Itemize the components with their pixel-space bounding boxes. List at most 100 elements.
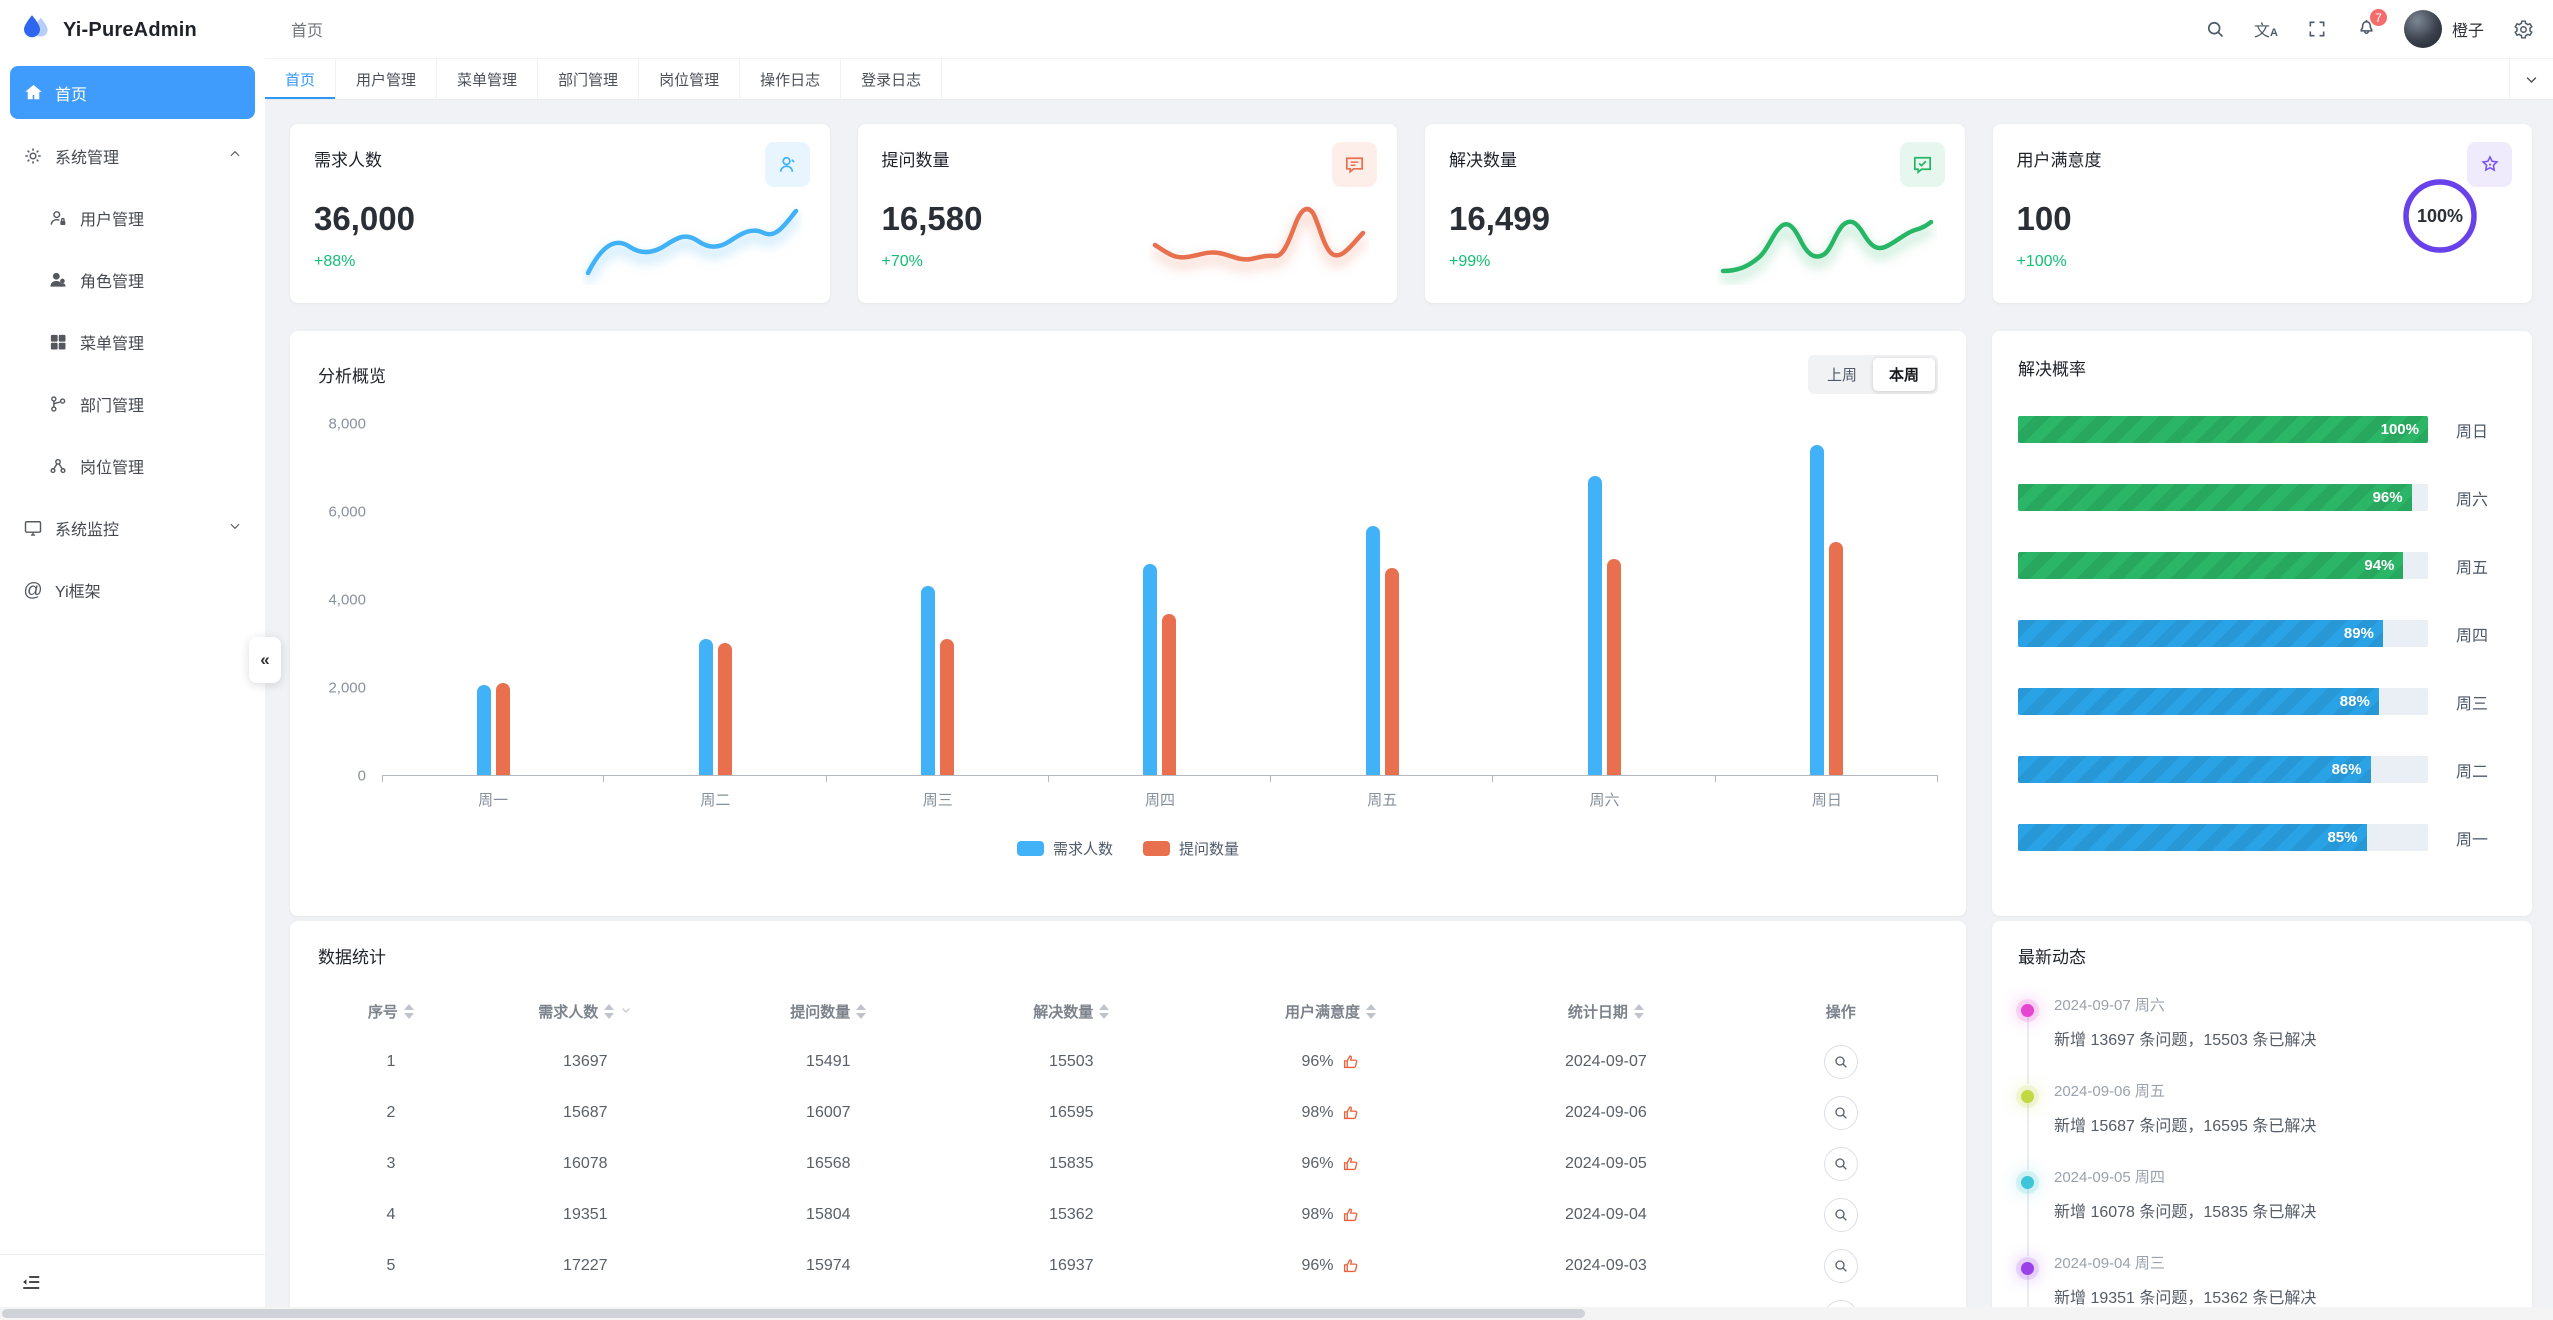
sort-carets-icon[interactable] <box>403 1003 414 1019</box>
table-row: 1 13697 15491 15503 96% 2024-09-07 <box>318 1036 1938 1087</box>
tab-3[interactable]: 菜单管理 <box>437 59 539 99</box>
translate-icon[interactable]: 文A <box>2254 23 2278 40</box>
sort-carets-icon[interactable] <box>1099 1003 1110 1019</box>
column-header-1[interactable]: 序号 <box>318 986 464 1036</box>
sort-carets-icon[interactable] <box>856 1003 867 1019</box>
data-statistics-table: 序号 需求人数 提问数量 解决数量 用户满意度 统计日期 操作 1 13697 15491 155… <box>318 986 1938 1320</box>
bar-提问数量 <box>940 638 955 775</box>
solve-rate-title: 解决概率 <box>2018 360 2086 379</box>
satisfaction-value: 96% <box>1301 1053 1359 1071</box>
breadcrumb: 首页 <box>291 23 324 40</box>
notification-badge: 7 <box>2368 8 2388 27</box>
stat-cards-row: 需求人数 36,000 +88% 提问数量 16,580 <box>290 124 2532 303</box>
logo[interactable]: Yi-PureAdmin <box>0 0 265 60</box>
column-header-2[interactable]: 需求人数 <box>464 986 707 1036</box>
sidebar-item-menu-management[interactable]: 菜单管理 <box>10 311 255 373</box>
horizontal-scrollbar[interactable] <box>0 1307 2553 1320</box>
topbar-actions: 文A 7 橙子 <box>2203 8 2535 48</box>
column-header-label: 解决数量 <box>1033 1001 1110 1022</box>
tab-2[interactable]: 用户管理 <box>336 59 438 99</box>
table-row: 5 17227 15974 16937 96% 2024-09-03 <box>318 1240 1938 1291</box>
scrollbar-thumb[interactable] <box>2 1309 1585 1318</box>
solve-rate-row: 89% 周四 <box>2018 620 2506 647</box>
x-axis-labels: 周一 周二 周三 周四 周五 周六 周日 <box>382 789 1938 810</box>
sidebar-item-role-management[interactable]: 角色管理 <box>10 249 255 311</box>
toggle-last-week[interactable]: 上周 <box>1826 367 1857 384</box>
view-detail-button[interactable] <box>1823 1146 1858 1181</box>
progress-percent-label: 85% <box>2327 829 2358 846</box>
tab-7[interactable]: 登录日志 <box>841 59 943 99</box>
sidebar-item-user-management[interactable]: 用户管理 <box>10 187 255 249</box>
column-header-4[interactable]: 解决数量 <box>950 986 1193 1036</box>
view-detail-button[interactable] <box>1823 1248 1858 1283</box>
date-cell: 2024-09-03 <box>1564 1256 1647 1274</box>
bar-group-4 <box>1049 424 1272 782</box>
tab-1[interactable]: 首页 <box>265 59 337 99</box>
bell-icon <box>2360 19 2373 35</box>
progress-day-label: 周二 <box>2456 763 2489 781</box>
user-menu[interactable]: 橙子 <box>2403 10 2484 48</box>
collapse-sidebar-icon[interactable] <box>20 1271 42 1293</box>
data-statistics-card: 数据统计 序号 需求人数 提问数量 解决数量 用户满意度 统计日期 操作 1 13697 154… <box>290 921 1966 1320</box>
filter-chevron-icon[interactable] <box>620 1003 632 1020</box>
sort-carets-icon[interactable] <box>1366 1003 1376 1019</box>
bar-group-2 <box>604 424 827 782</box>
tab-5[interactable]: 岗位管理 <box>639 59 741 99</box>
x-axis-label: 周二 <box>700 792 731 809</box>
sidebar-item-yi-framework[interactable]: @ Yi框架 <box>23 579 101 602</box>
table-cell: 17227 <box>563 1256 608 1274</box>
thumbs-up-icon <box>1342 1257 1360 1275</box>
progress-percent-label: 96% <box>2372 489 2403 506</box>
sidebar-item-home[interactable]: 首页 <box>10 66 255 119</box>
tab-4[interactable]: 部门管理 <box>538 59 640 99</box>
bar-提问数量 <box>1607 559 1622 775</box>
sidebar-item-department-management[interactable]: 部门管理 <box>10 373 255 435</box>
sidebar-item-system-management[interactable]: 系统管理 <box>10 125 255 187</box>
solve-rate-row: 96% 周六 <box>2018 484 2506 511</box>
progress-fill: 85% <box>2018 824 2367 851</box>
column-header-6[interactable]: 统计日期 <box>1468 986 1743 1036</box>
column-header-label: 统计日期 <box>1568 1001 1644 1022</box>
table-cell: 5 <box>386 1256 396 1274</box>
settings-gear-icon[interactable] <box>2511 17 2535 41</box>
latest-activity-card: 最新动态 2024-09-07 周六 新增 13697 条问题，15503 条已解… <box>1992 921 2532 1320</box>
table-cell: 16568 <box>806 1154 851 1172</box>
column-header-3[interactable]: 提问数量 <box>707 986 950 1036</box>
solve-rate-row: 94% 周五 <box>2018 552 2506 579</box>
legend-item[interactable]: 需求人数 <box>1016 838 1113 859</box>
system-management-submenu: 用户管理 角色管理 菜单管理 <box>10 187 255 497</box>
sort-carets-icon[interactable] <box>1633 1003 1644 1019</box>
sidebar-collapse-button[interactable]: « <box>249 637 281 683</box>
timeline-date: 2024-09-07 周六 <box>2054 997 2165 1014</box>
satisfaction-cell: 98% <box>1193 1189 1468 1240</box>
bar-需求人数 <box>1810 445 1825 775</box>
sidebar: Yi-PureAdmin 首页 系统管理 <box>0 0 265 1320</box>
operation-cell <box>1744 1087 1938 1138</box>
timeline-item: 2024-09-07 周六 新增 13697 条问题，15503 条已解决 <box>2018 994 2506 1084</box>
nodes-icon <box>48 456 68 476</box>
column-header-label: 操作 <box>1825 1003 1856 1021</box>
bar-chart: 0 2,000 4,000 6,000 8,000 周一 周二 周三 周四 周五 周六 周日 需求人… <box>318 416 1939 892</box>
fullscreen-icon[interactable] <box>2305 17 2329 41</box>
progress-percent-label: 86% <box>2331 761 2362 778</box>
tab-6[interactable]: 操作日志 <box>740 59 842 99</box>
sort-carets-icon[interactable] <box>604 1003 615 1019</box>
sidebar-item-system-monitor[interactable]: 系统监控 <box>10 497 255 559</box>
tabs-dropdown-button[interactable] <box>2509 59 2553 99</box>
search-icon[interactable] <box>2203 17 2227 41</box>
legend-item[interactable]: 提问数量 <box>1143 838 1239 859</box>
notifications-button[interactable]: 7 <box>2356 8 2388 42</box>
view-detail-button[interactable] <box>1823 1197 1858 1232</box>
thumbs-up-icon <box>1342 1155 1360 1173</box>
chevron-down-icon <box>228 519 242 538</box>
view-detail-button[interactable] <box>1823 1095 1858 1130</box>
bar-提问数量 <box>495 682 510 775</box>
table-cell: 16007 <box>806 1103 851 1121</box>
toggle-this-week[interactable]: 本周 <box>1872 358 1935 391</box>
table-cell: 16937 <box>1049 1256 1094 1274</box>
progress-fill: 89% <box>2018 620 2383 647</box>
view-detail-button[interactable] <box>1823 1044 1858 1079</box>
y-axis: 0 2,000 4,000 6,000 8,000 <box>318 416 382 785</box>
column-header-5[interactable]: 用户满意度 <box>1193 986 1468 1036</box>
sidebar-item-post-management[interactable]: 岗位管理 <box>10 435 255 497</box>
